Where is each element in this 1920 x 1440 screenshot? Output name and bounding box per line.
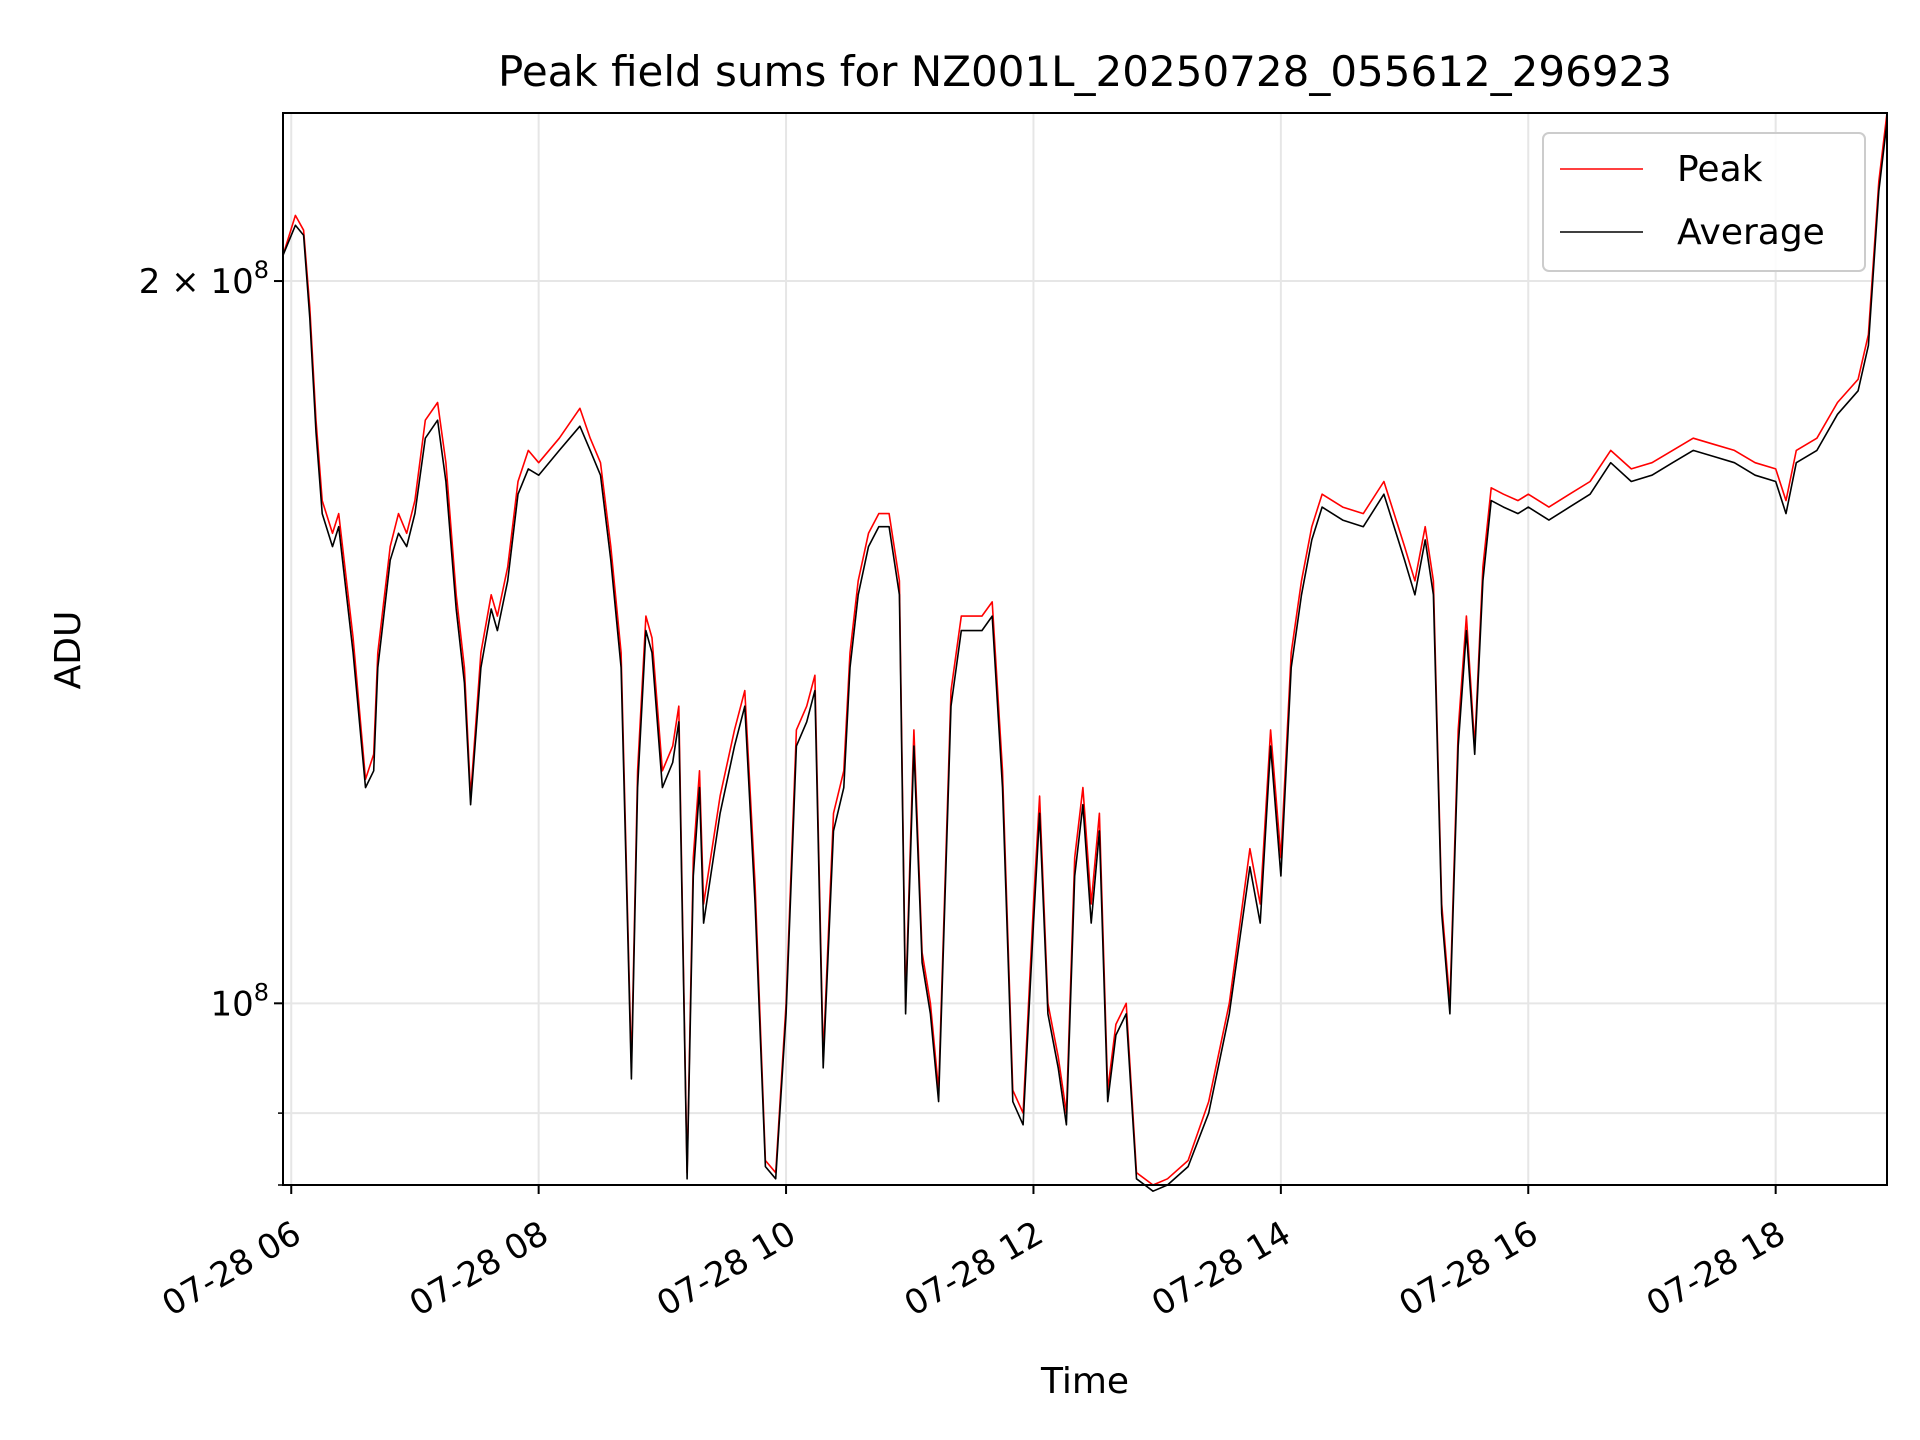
y-tick-label: 108 bbox=[210, 978, 269, 1024]
x-axis-label: Time bbox=[1040, 1361, 1129, 1402]
y-axis-label: ADU bbox=[48, 611, 89, 690]
chart-title: Peak field sums for NZ001L_20250728_0556… bbox=[498, 47, 1672, 96]
legend-peak-label: Peak bbox=[1677, 149, 1763, 190]
y-tick-label: 2 × 108 bbox=[139, 256, 269, 302]
legend: Peak Average bbox=[1542, 132, 1866, 272]
legend-average-label: Average bbox=[1677, 212, 1825, 253]
series-line-average bbox=[282, 121, 1888, 1192]
y-ticks: 108 2 × 108 bbox=[139, 256, 283, 1186]
legend-box bbox=[1542, 132, 1866, 272]
plot-frame bbox=[282, 112, 1888, 1186]
series-layer bbox=[282, 112, 1888, 1192]
series-line-peak bbox=[282, 112, 1888, 1186]
